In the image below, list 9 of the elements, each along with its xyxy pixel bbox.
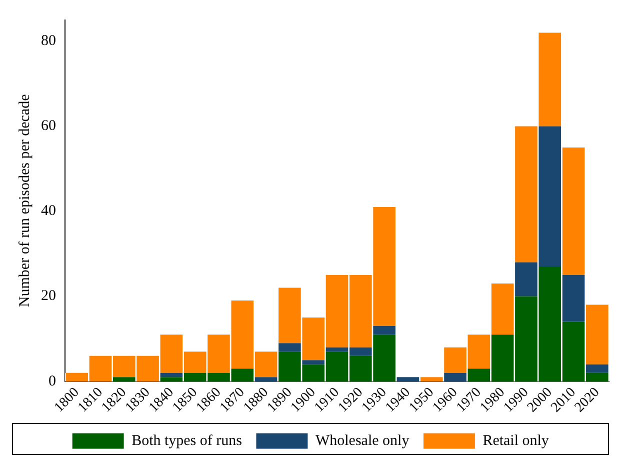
y-tick-label: 60 (41, 118, 56, 134)
y-tick-label: 0 (48, 373, 56, 390)
legend-label: Wholesale only (315, 432, 410, 449)
legend-label: Both types of runs (132, 432, 242, 449)
legend-label: Retail only (482, 432, 550, 449)
y-tick-label: 80 (41, 33, 56, 50)
y-axis-title: Number of run episodes per decade (16, 94, 33, 308)
y-tick-label: 20 (41, 288, 56, 304)
y-tick-label: 40 (41, 203, 56, 220)
